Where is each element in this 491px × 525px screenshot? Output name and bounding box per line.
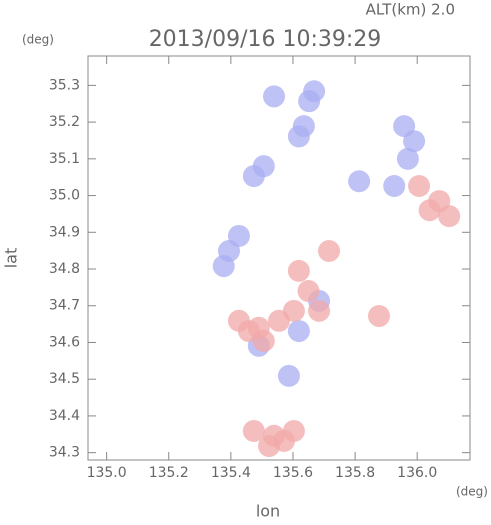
y-tick-label: 34.9 bbox=[49, 224, 80, 240]
echo-point bbox=[308, 299, 331, 322]
echo-point bbox=[403, 130, 426, 153]
echo-point bbox=[287, 125, 310, 148]
y-tick-label: 34.5 bbox=[49, 371, 80, 387]
echo-point bbox=[227, 309, 250, 332]
echo-point bbox=[242, 165, 265, 188]
echo-point bbox=[297, 280, 320, 303]
y-tick-label: 35.0 bbox=[49, 188, 80, 204]
y-tick-label: 34.4 bbox=[49, 408, 80, 424]
y-tick-label: 35.2 bbox=[49, 114, 80, 130]
x-tick-label: 135.0 bbox=[87, 465, 127, 481]
echo-point bbox=[383, 175, 406, 198]
y-tick-label: 34.7 bbox=[49, 298, 80, 314]
y-tick-label: 35.3 bbox=[49, 77, 80, 93]
y-tick-label: 34.6 bbox=[49, 334, 80, 350]
y-tick-label: 35.1 bbox=[49, 151, 80, 167]
echo-point bbox=[272, 429, 295, 452]
echo-point bbox=[263, 85, 286, 108]
x-unit: (deg) bbox=[456, 485, 488, 499]
echo-point bbox=[277, 364, 300, 387]
x-tick-label: 135.2 bbox=[149, 465, 189, 481]
echo-point bbox=[212, 255, 235, 278]
subtitle: ALT(km) 2.0 bbox=[366, 1, 455, 19]
echo-point bbox=[303, 80, 326, 103]
echo-point bbox=[348, 170, 371, 193]
echo-point bbox=[268, 309, 290, 332]
echo-point bbox=[247, 316, 270, 339]
y-tick-label: 34.8 bbox=[49, 261, 80, 277]
chart-title: 2013/09/16 10:39:29 bbox=[149, 27, 382, 52]
x-tick-label: 136.0 bbox=[397, 465, 437, 481]
echo-point bbox=[396, 147, 419, 170]
echo-point bbox=[287, 259, 310, 282]
echo-point bbox=[287, 320, 310, 343]
y-axis-label: lat bbox=[2, 248, 21, 269]
x-axis-label: lon bbox=[256, 502, 280, 521]
plot-marks bbox=[212, 80, 461, 458]
echo-point bbox=[418, 199, 441, 222]
echo-point bbox=[318, 240, 341, 263]
x-tick-label: 135.6 bbox=[273, 465, 313, 481]
x-tick-label: 135.8 bbox=[335, 465, 375, 481]
plot-frame bbox=[87, 55, 471, 461]
echo-point bbox=[242, 419, 265, 442]
y-tick-label: 34.3 bbox=[49, 445, 80, 461]
echo-point bbox=[408, 175, 431, 198]
echo-point bbox=[438, 205, 461, 228]
x-tick-label: 135.4 bbox=[211, 465, 251, 481]
echo-point bbox=[368, 305, 391, 328]
y-unit: (deg) bbox=[22, 33, 54, 47]
